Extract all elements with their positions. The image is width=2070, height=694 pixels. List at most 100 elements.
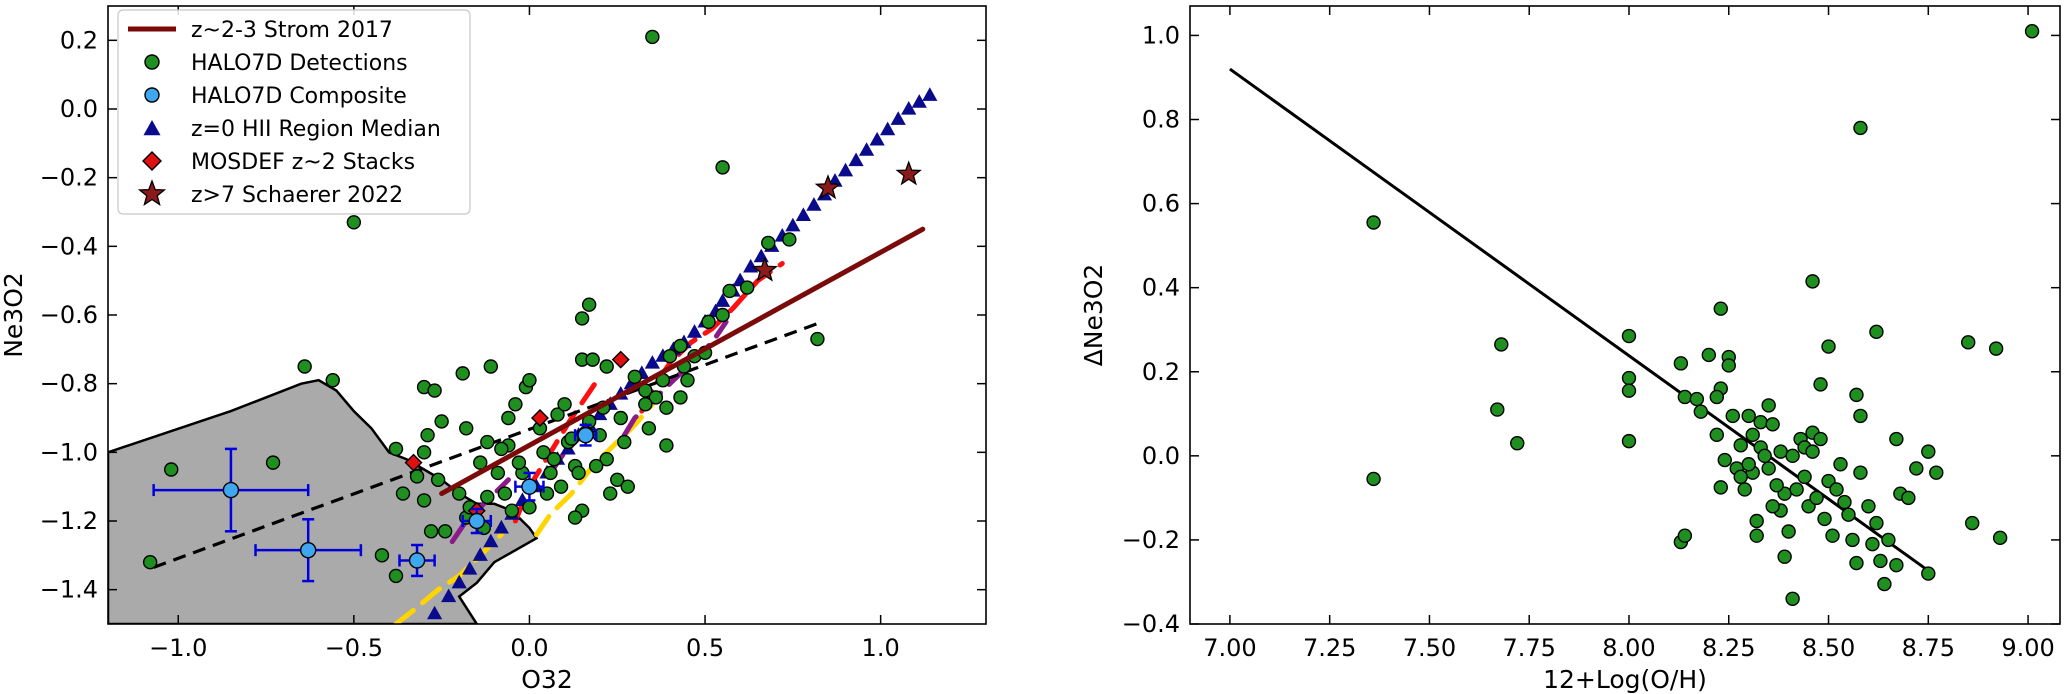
schaerer-star-marker (895, 160, 922, 186)
data-point (1689, 391, 1705, 407)
detection-point (557, 397, 572, 412)
detection-point (648, 390, 664, 405)
detection-point (543, 465, 558, 481)
data-point (1809, 490, 1824, 506)
hii-region-marker (427, 605, 443, 620)
data-point (1709, 427, 1724, 443)
y-tick-label: −0.4 (1122, 610, 1180, 638)
hii-region-marker (911, 94, 927, 108)
data-point (1841, 507, 1856, 522)
x-tick-label: 8.75 (1902, 634, 1955, 662)
data-point (1753, 415, 1768, 430)
data-point (1865, 536, 1880, 552)
data-point (1713, 480, 1728, 495)
data-point (1510, 436, 1525, 451)
x-tick-label: 8.00 (1602, 634, 1655, 662)
y-tick-label: −1.2 (40, 507, 98, 535)
data-point (1366, 471, 1381, 487)
hii-region-marker (901, 101, 917, 115)
detection-point (761, 235, 776, 251)
legend-frame (117, 9, 471, 215)
chart-delta-ne3o2-vs-metallicity: 7.00 7.25 7.50 7.75 8.00 8.25 8.50 8.75 9.00 −0.4… (1079, 5, 2061, 694)
y-tick-label: −0.2 (40, 164, 98, 192)
detection-point (164, 462, 179, 477)
detection-point (617, 434, 632, 450)
detection-point (599, 452, 614, 467)
data-point (1741, 457, 1756, 472)
data-point (1921, 566, 1936, 581)
detection-point (480, 434, 495, 450)
data-point (1621, 433, 1637, 449)
data-point (1869, 324, 1884, 340)
detection-point (659, 438, 674, 453)
data-point (1761, 461, 1776, 476)
legend-swatch-triangle (143, 120, 161, 136)
y-tick-label: −1.4 (40, 576, 98, 604)
detection-point (638, 397, 653, 412)
detection-point (722, 283, 737, 299)
composite-point (408, 552, 426, 569)
detection-point (585, 352, 600, 367)
detection-point (567, 510, 583, 525)
model-track-red (639, 261, 785, 414)
data-point (1701, 347, 1717, 363)
mosdef-stack-marker (611, 350, 630, 369)
detection-point (782, 232, 797, 247)
detection-point (599, 359, 614, 374)
data-point (1853, 120, 1868, 136)
detection-point (662, 349, 678, 364)
hii-region-marker (743, 258, 759, 273)
data-point (1825, 528, 1840, 543)
hii-region-marker (483, 533, 499, 548)
schaerer-star-marker (751, 256, 778, 282)
detection-point (497, 486, 513, 501)
detection-point (494, 441, 509, 457)
legend-label: z=0 HII Region Median (191, 117, 441, 142)
data-point (1713, 301, 1728, 316)
legend: z~2-3 Strom 2017 HALO7D Detections HALO7D … (117, 9, 471, 215)
detection-point (508, 397, 523, 412)
detection-point (483, 359, 499, 374)
detection-point (416, 445, 432, 460)
detection-point (480, 489, 495, 505)
y-axis-label: Ne3O2 (0, 272, 28, 358)
detection-point (452, 486, 467, 501)
legend-label: HALO7D Composite (191, 84, 407, 109)
y-axis-label: ΔNe3O2 (1079, 264, 1108, 367)
data-point (1929, 465, 1944, 480)
x-axis-label: O32 (521, 665, 573, 694)
detection-point (297, 359, 312, 374)
detection-point (511, 455, 527, 470)
detection-point (536, 445, 551, 460)
detection-point (574, 311, 590, 326)
detection-point (388, 568, 404, 584)
x-tick-label: 7.50 (1403, 634, 1456, 662)
data-point (1693, 404, 1709, 419)
data-point (2024, 24, 2040, 39)
data-point (1921, 444, 1936, 459)
data-point (1789, 482, 1804, 497)
data-point (1869, 515, 1884, 531)
detection-point (416, 493, 432, 508)
data-point (1861, 499, 1876, 514)
data-point (1817, 511, 1832, 527)
detection-point (550, 407, 565, 422)
composite-point (521, 478, 538, 495)
y-tick-label: 0.2 (60, 26, 98, 54)
detection-point (504, 503, 520, 518)
hii-region-marker (858, 142, 875, 156)
data-point (1821, 339, 1836, 354)
data-point (1709, 389, 1724, 405)
y-tick-label: 0.4 (1142, 274, 1180, 302)
detection-point (715, 160, 730, 175)
detection-point (522, 373, 537, 388)
detection-point (581, 297, 597, 312)
detection-point (388, 441, 404, 457)
y-tick-label: −0.2 (1122, 526, 1180, 554)
detection-point (346, 215, 362, 230)
detection-point (374, 548, 390, 563)
x-axis-label: 12+Log(O/H) (1543, 665, 1707, 694)
data-point (1490, 402, 1505, 417)
detection-point (680, 373, 695, 388)
composite-point (299, 541, 317, 559)
